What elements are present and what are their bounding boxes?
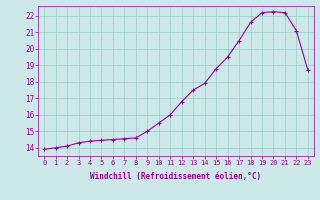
X-axis label: Windchill (Refroidissement éolien,°C): Windchill (Refroidissement éolien,°C) bbox=[91, 172, 261, 181]
